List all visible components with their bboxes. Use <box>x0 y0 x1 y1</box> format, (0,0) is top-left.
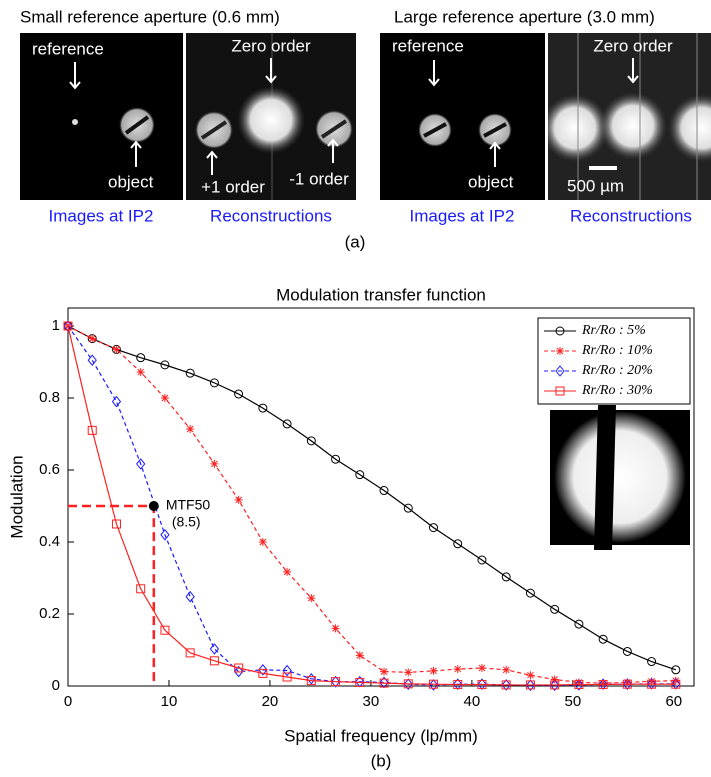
x-tick-label: 40 <box>464 693 481 710</box>
x-tick-label: 10 <box>161 693 178 710</box>
legend-label: Rr/Ro : 20% <box>581 363 653 378</box>
panel-tag: (b) <box>371 751 392 770</box>
image-label: object <box>468 172 514 191</box>
marker <box>283 568 291 576</box>
y-tick-label: 0.6 <box>39 461 60 478</box>
x-tick-label: 30 <box>363 693 380 710</box>
legend-label: Rr/Ro : 30% <box>581 383 653 398</box>
image-label: -1 order <box>289 169 349 188</box>
y-tick-label: 1 <box>52 317 60 334</box>
x-tick-label: 60 <box>665 693 682 710</box>
marker <box>210 460 218 468</box>
marker <box>356 651 364 659</box>
marker <box>404 668 412 676</box>
marker <box>430 667 438 675</box>
x-tick-label: 20 <box>262 693 279 710</box>
x-axis-label: Spatial frequency (lp/mm) <box>284 726 478 745</box>
image-label: object <box>108 172 154 191</box>
x-tick-label: 50 <box>564 693 581 710</box>
y-axis-label: Modulation <box>7 455 26 538</box>
y-tick-label: 0.4 <box>39 533 60 550</box>
marker <box>259 538 267 546</box>
marker <box>88 335 96 343</box>
marker <box>502 666 510 674</box>
marker <box>235 496 243 504</box>
annotation-label: MTF50 <box>166 497 211 513</box>
marker <box>161 394 169 402</box>
figure: Small reference aperture (0.6 mm) Large … <box>0 0 711 772</box>
legend-label: Rr/Ro : 10% <box>581 343 653 358</box>
y-tick-label: 0 <box>52 677 60 694</box>
plot: 0 10 20 30 40 50 60 0 0.2 0.4 0.6 0.8 1 MTF50(8.5) Rr/… <box>39 308 694 710</box>
annotation-point <box>149 501 159 511</box>
panel-title: Large reference aperture (3.0 mm) <box>394 7 655 26</box>
marker <box>112 345 120 353</box>
marker <box>380 668 388 676</box>
image-label: reference <box>32 39 104 58</box>
marker <box>186 425 194 433</box>
marker <box>332 624 340 632</box>
caption: Reconstructions <box>210 206 332 225</box>
marker <box>137 368 145 376</box>
image-label: Zero order <box>231 36 311 55</box>
annotation-value: (8.5) <box>172 514 201 530</box>
marker <box>454 665 462 673</box>
panel-title: Small reference aperture (0.6 mm) <box>20 7 280 26</box>
caption: Reconstructions <box>570 206 692 225</box>
caption: Images at IP2 <box>410 206 515 225</box>
image-label: reference <box>392 36 464 55</box>
marker <box>307 594 315 602</box>
panel-tag: (a) <box>345 232 366 251</box>
caption: Images at IP2 <box>49 206 154 225</box>
marker <box>526 671 534 679</box>
y-tick-label: 0.2 <box>39 605 60 622</box>
chart-title: Modulation transfer function <box>276 285 486 304</box>
legend-label: Rr/Ro : 5% <box>581 323 646 338</box>
scale-label: 500 µm <box>567 176 624 195</box>
legend-marker <box>556 347 564 355</box>
inset-disk <box>554 411 686 543</box>
y-tick-label: 0.8 <box>39 389 60 406</box>
x-tick-label: 0 <box>64 693 72 710</box>
marker <box>478 664 486 672</box>
image-label: +1 order <box>201 177 265 196</box>
image-label: Zero order <box>593 36 673 55</box>
